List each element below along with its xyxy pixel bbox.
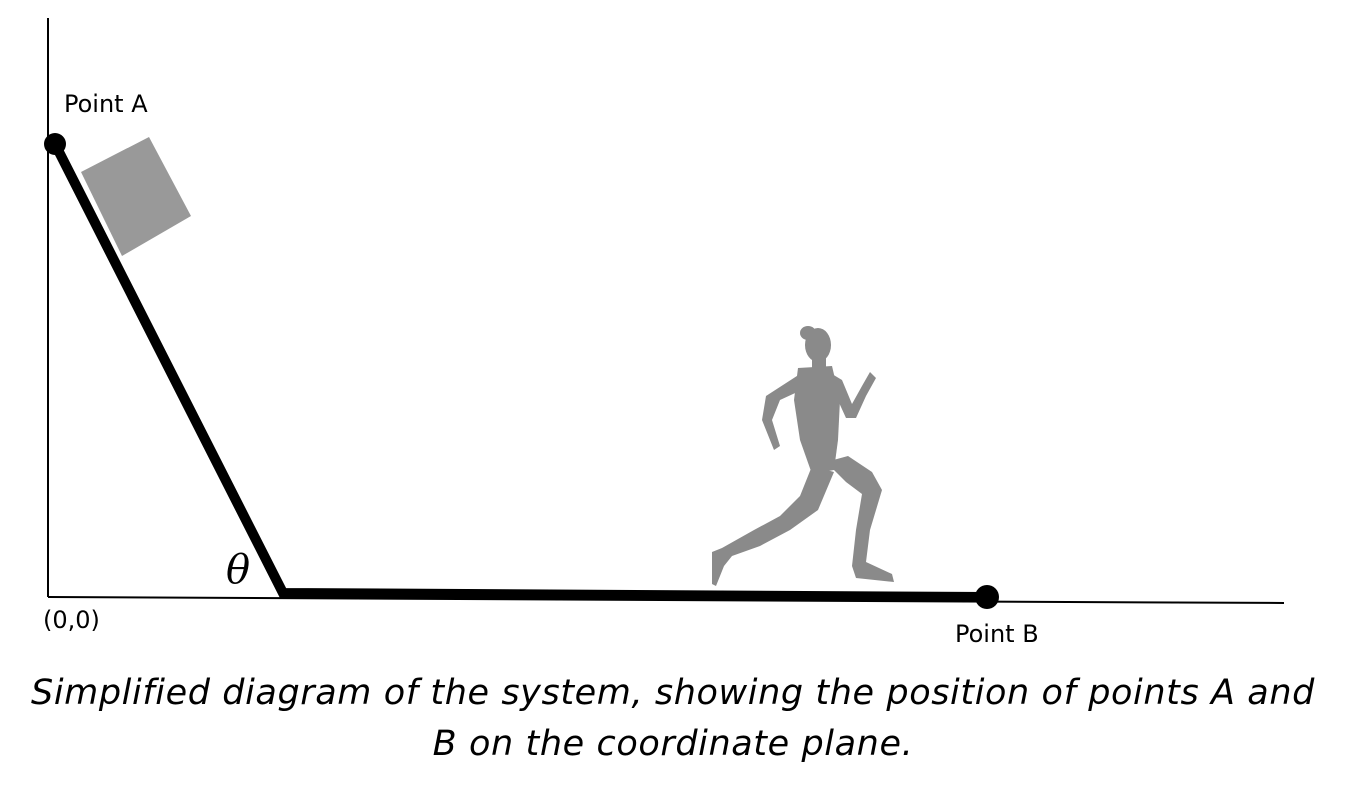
runner-icon <box>712 326 894 586</box>
track <box>50 139 992 602</box>
point-b-marker <box>975 585 999 609</box>
point-a-marker <box>44 133 66 155</box>
figure-caption: Simplified diagram of the system, showin… <box>0 668 1346 770</box>
angle-label: θ <box>226 547 250 593</box>
caption-line-2: B on the coordinate plane. <box>432 724 914 764</box>
caption-line-1: Simplified diagram of the system, showin… <box>31 673 1315 713</box>
block <box>81 137 191 256</box>
point-b-label: Point B <box>955 620 1039 648</box>
origin-label: (0,0) <box>43 606 100 634</box>
point-a-label: Point A <box>64 90 148 118</box>
